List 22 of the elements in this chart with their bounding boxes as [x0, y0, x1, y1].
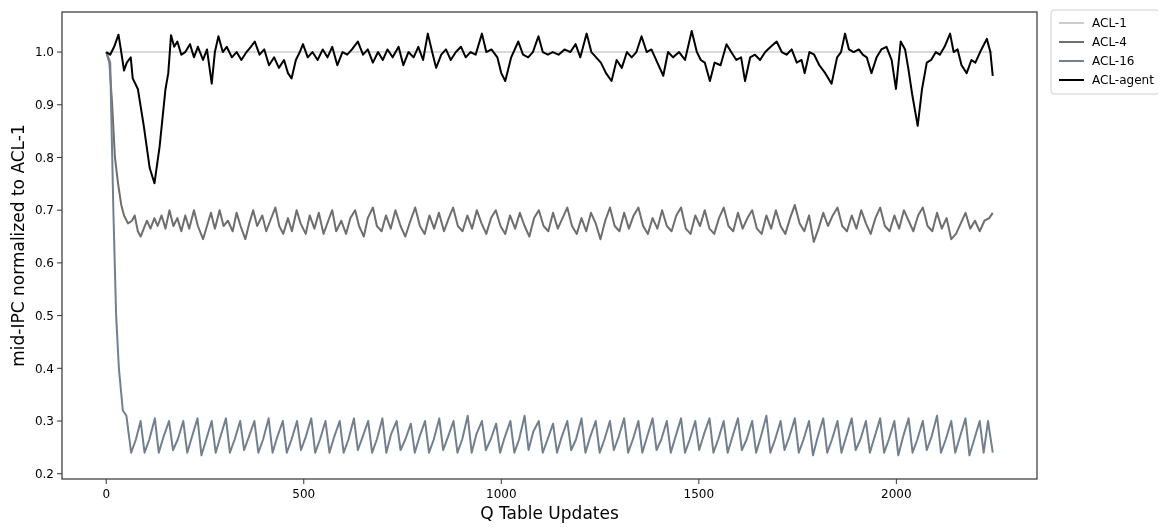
x-axis-title: Q Table Updates	[480, 503, 619, 523]
y-tick-label: 0.4	[34, 361, 54, 376]
line-series	[105, 51, 994, 457]
line-series	[105, 29, 994, 185]
x-tick-label: 500	[292, 487, 316, 501]
y-tick-label: 1.0	[34, 45, 54, 60]
y-tick-label: 0.6	[34, 256, 54, 271]
x-tick-label: 1500	[683, 487, 715, 501]
y-axis-title: mid-IPC normalized to ACL-1	[8, 124, 28, 367]
legend-label: ACL-agent	[1092, 73, 1155, 88]
y-tick-label: 0.5	[34, 308, 54, 323]
y-tick-label: 0.9	[34, 97, 54, 112]
x-tick-label: 2000	[881, 487, 912, 501]
legend-label: ACL-4	[1092, 35, 1127, 50]
y-tick-label: 0.2	[34, 466, 54, 481]
legend-label: ACL-16	[1092, 54, 1135, 69]
x-tick-label: 0	[102, 487, 111, 501]
y-tick-label: 0.8	[34, 150, 54, 165]
legend-label: ACL-1	[1092, 16, 1127, 31]
y-tick-label: 0.3	[34, 414, 54, 429]
x-tick-label: 1000	[486, 487, 517, 501]
y-tick-label: 0.7	[34, 203, 54, 218]
